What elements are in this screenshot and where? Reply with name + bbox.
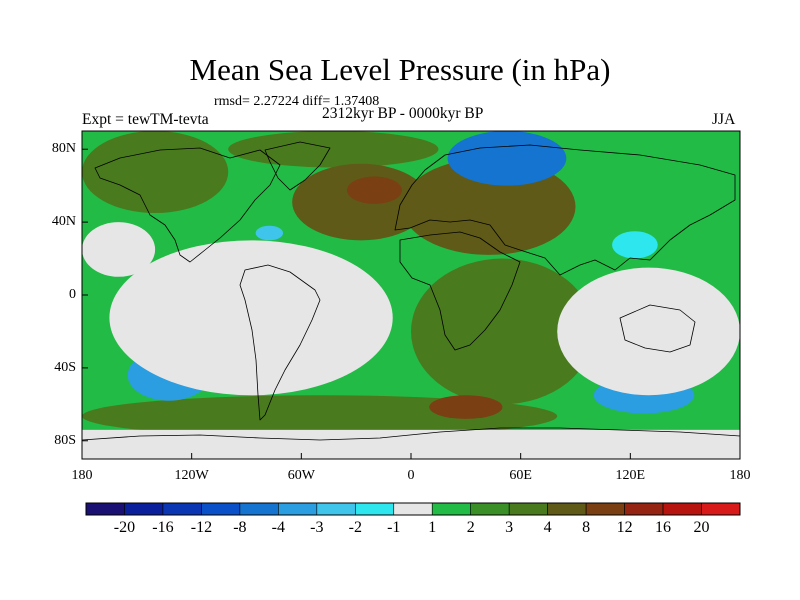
- lon-tick-label: 60W: [287, 468, 315, 483]
- colorbar-level-label: 4: [543, 519, 552, 536]
- experiment-label: Expt = tewTM-tevta: [82, 111, 209, 128]
- rmsd-diff-label: rmsd= 2.27224 diff= 1.37408: [214, 94, 380, 109]
- colorbar-frame: [85, 502, 741, 516]
- region-southern-ocean-high: [429, 395, 503, 419]
- colorbar-level-label: -4: [271, 519, 285, 536]
- colorbar-swatch: [239, 502, 279, 516]
- coastline-australia: [619, 304, 696, 353]
- colorbar-swatch: [354, 502, 395, 516]
- coastline-south-america: [239, 264, 321, 421]
- colorbar-level-label: 12: [616, 519, 633, 536]
- region-north-pacific-and-north-america: [82, 131, 229, 213]
- coastline-greenland: [264, 141, 331, 191]
- lon-tick-label: 120W: [174, 468, 209, 483]
- lon-tick-label: 60E: [509, 468, 532, 483]
- colorbar-level-label: -16: [152, 519, 174, 536]
- region-south-atlantic-and-indian-ocean: [411, 258, 594, 405]
- colorbar-level-label: -20: [113, 519, 136, 536]
- colorbar-swatch: [316, 502, 356, 516]
- colorbar-swatch: [547, 502, 587, 516]
- region-north-pacific-near-zero: [82, 222, 156, 277]
- coastlines: [82, 141, 740, 441]
- colorbar-level-label: 1: [428, 519, 437, 536]
- colorbar-swatch: [201, 502, 241, 516]
- region-arctic-siberian-low: [447, 131, 567, 186]
- lat-tick-label: 0: [69, 287, 76, 302]
- lon-tick-label: 0: [407, 468, 415, 483]
- colorbar-swatch: [124, 502, 164, 516]
- lat-tick-label: 80S: [54, 432, 76, 448]
- coastline-africa: [399, 231, 521, 351]
- colorbar-level-label: 20: [693, 519, 710, 536]
- colorbar-swatch: [585, 502, 625, 516]
- region-arctic: [228, 131, 439, 168]
- chart-title: Mean Sea Level Pressure (in hPa): [189, 52, 611, 87]
- colorbar-swatch: [278, 502, 318, 516]
- region-greenland-sea-high: [347, 176, 402, 204]
- colorbar-swatch: [701, 502, 741, 516]
- colorbar-level-label: 16: [655, 519, 672, 536]
- colorbar-swatch: [85, 502, 125, 516]
- period-label: 2312kyr BP - 0000kyr BP: [322, 105, 484, 122]
- colorbar-swatch: [162, 502, 202, 516]
- colorbar-level-label: -2: [348, 519, 362, 536]
- coastline-antarctica: [82, 427, 740, 441]
- lon-tick-label: 180: [71, 468, 93, 483]
- colorbar-swatch: [393, 502, 433, 516]
- lon-tick-label: 180: [729, 468, 751, 483]
- colorbar-level-label: -3: [310, 519, 324, 536]
- colorbar-swatch: [431, 502, 472, 516]
- coastline-north-america: [94, 147, 281, 263]
- colorbar-swatch: [508, 502, 548, 516]
- colorbar-level-label: 3: [505, 519, 514, 536]
- coastline-europe-asia: [394, 144, 736, 276]
- region-indian-ocean-near-zero: [557, 267, 740, 396]
- colorbar: [85, 502, 741, 516]
- lat-tick-label: 40S: [54, 359, 76, 375]
- colorbar-level-label: -8: [233, 519, 247, 536]
- colorbar-swatch: [470, 502, 510, 516]
- region-western-pacific-low: [612, 231, 658, 259]
- lat-tick-label: 40N: [51, 214, 76, 230]
- colorbar-level-label: 8: [582, 519, 591, 536]
- region-tropical-pacific-near-zero: [109, 240, 393, 396]
- colorbar-swatch: [624, 502, 664, 516]
- colorbar-level-label: 2: [466, 519, 475, 536]
- colorbar-level-label: -1: [387, 519, 401, 536]
- lon-tick-label: 120E: [615, 468, 646, 483]
- colorbar-swatch: [662, 502, 702, 516]
- lat-tick-label: 80N: [51, 141, 76, 157]
- season-label: JJA: [712, 111, 736, 128]
- region-gulf-of-mexico-low: [255, 225, 284, 241]
- colorbar-level-label: -12: [190, 519, 213, 536]
